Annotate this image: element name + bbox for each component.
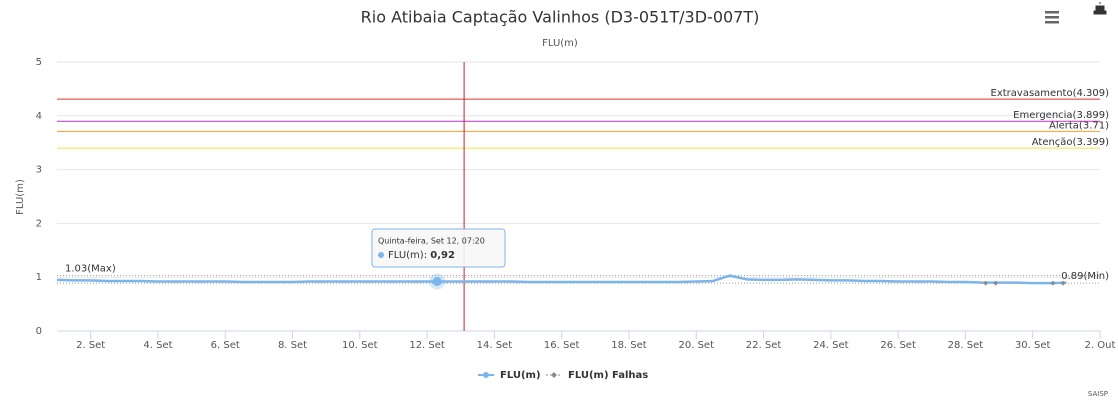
legend-label: FLU(m) bbox=[500, 370, 541, 381]
x-tick-label: 8. Set bbox=[278, 340, 307, 351]
y-tick-label: 1 bbox=[36, 272, 42, 283]
x-tick-label: 2. Set bbox=[76, 340, 105, 351]
y-tick-label: 0 bbox=[36, 326, 42, 337]
legend-label: FLU(m) Falhas bbox=[568, 370, 648, 381]
credit: SAISP bbox=[1088, 390, 1108, 398]
menu-bar bbox=[1045, 11, 1059, 14]
failure-marker bbox=[993, 280, 999, 286]
data-line bbox=[56, 274, 1067, 285]
tooltip-dot bbox=[378, 252, 384, 258]
x-tick-label: 26. Set bbox=[880, 340, 916, 351]
download-icon bbox=[1093, 2, 1107, 15]
y-tick-label: 4 bbox=[36, 111, 42, 122]
x-tick-label: 24. Set bbox=[813, 340, 849, 351]
y-axis-label: FLU(m) bbox=[15, 179, 26, 215]
x-tick-label: 4. Set bbox=[143, 340, 172, 351]
tooltip-value: 0,92 bbox=[430, 250, 455, 261]
min-line-label: 0.89(Min) bbox=[1061, 271, 1109, 282]
x-tick-label: 20. Set bbox=[679, 340, 715, 351]
tooltip-series: FLU(m): bbox=[388, 250, 427, 261]
menu-button[interactable] bbox=[1045, 11, 1059, 24]
x-tick-label: 16. Set bbox=[544, 340, 580, 351]
failure-marker bbox=[1050, 280, 1056, 286]
x-tick-label: 22. Set bbox=[746, 340, 782, 351]
threshold-label: Alerta(3.71) bbox=[1049, 120, 1109, 131]
hover-point bbox=[432, 277, 442, 287]
x-tick-label: 30. Set bbox=[1015, 340, 1051, 351]
download-button[interactable] bbox=[1093, 2, 1107, 15]
x-tick-label: 28. Set bbox=[948, 340, 984, 351]
y-tick-label: 5 bbox=[36, 57, 42, 68]
failure-marker bbox=[1060, 280, 1066, 286]
threshold-label: Atenção(3.399) bbox=[1032, 137, 1109, 148]
y-tick-label: 2 bbox=[36, 218, 42, 229]
x-tick-label: 2. Out bbox=[1085, 340, 1116, 351]
legend-symbol bbox=[551, 372, 557, 378]
menu-bar bbox=[1045, 21, 1059, 24]
chart-subtitle: FLU(m) bbox=[542, 38, 578, 49]
threshold-label: Extravasamento(4.309) bbox=[991, 88, 1110, 99]
menu-bar bbox=[1045, 16, 1059, 19]
x-tick-label: 10. Set bbox=[342, 340, 378, 351]
x-tick-label: 6. Set bbox=[211, 340, 240, 351]
y-tick-label: 3 bbox=[36, 165, 42, 176]
x-tick-label: 14. Set bbox=[477, 340, 513, 351]
failure-marker bbox=[983, 280, 989, 286]
tooltip-label: FLU(m): 0,92 bbox=[388, 250, 455, 261]
x-tick-label: 18. Set bbox=[611, 340, 647, 351]
threshold-label: Emergencia(3.899) bbox=[1013, 110, 1109, 121]
legend-symbol bbox=[483, 372, 489, 378]
tooltip-box bbox=[371, 228, 506, 268]
chart-title: Rio Atibaia Captação Valinhos (D3-051T/3… bbox=[361, 8, 760, 27]
tooltip-header: Quinta-feira, Set 12, 07:20 bbox=[378, 237, 485, 246]
x-tick-label: 12. Set bbox=[409, 340, 445, 351]
max-line-label: 1.03(Max) bbox=[65, 264, 116, 275]
